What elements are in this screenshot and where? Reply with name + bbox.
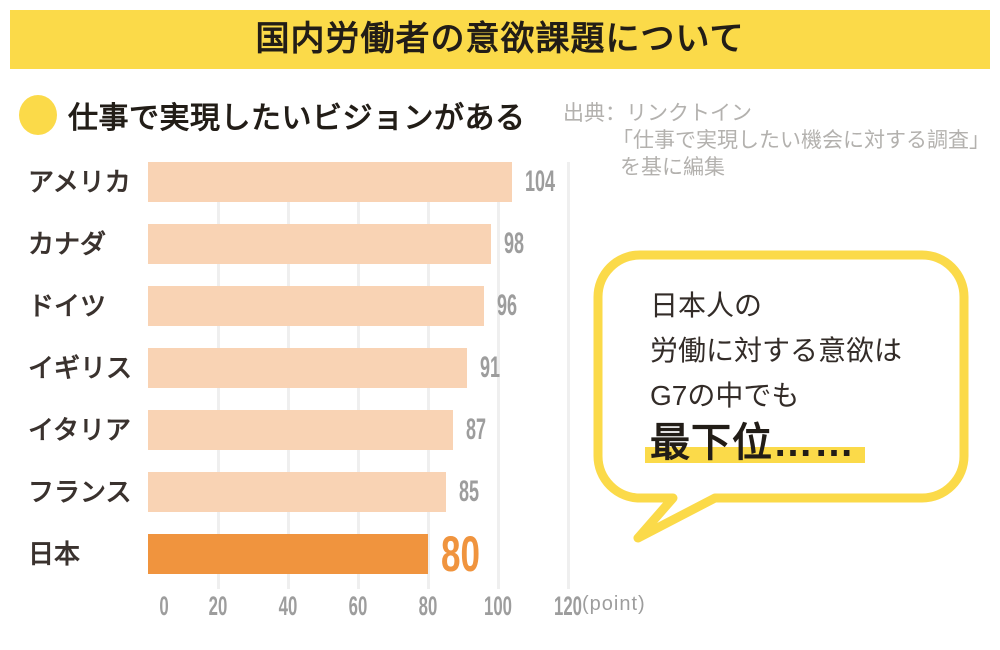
bar [148,348,467,388]
source-line: 「仕事で実現したい機会に対する調査」 [612,129,990,152]
bar-value-label: 80 [441,526,480,582]
bar-category-label: 日本 [28,539,81,569]
speech-bubble [593,250,969,543]
source-line: を基に編集 [620,156,725,179]
bar [148,224,491,264]
speech-bubble-outline [593,250,969,543]
source-note: 出典：リンクトイン 「仕事で実現したい機会に対する調査」 を基に編集 [563,100,995,181]
bar [148,286,484,326]
bubble-line: 労働に対する意欲は [650,335,903,366]
bar-value-label: 87 [465,413,486,446]
bar-category-label: フランス [28,477,132,507]
source-line: 出典：リンクトイン [563,102,752,125]
bar [148,410,453,450]
bar-value-label: 104 [525,165,556,198]
speech-bubble-text: 日本人の 労働に対する意欲は G7の中でも 最下位…… [645,283,960,466]
bar-value-label: 98 [504,227,525,260]
x-axis-tick-label: 0 [159,591,169,621]
x-axis-tick-label: 100 [484,591,512,621]
chart-legend: 仕事で実現したいビジョンがある [19,93,526,137]
gridline [496,162,500,589]
bubble-emphasis-highlighted: 最下位…… [645,420,865,466]
x-axis-tick-label: 20 [208,591,228,621]
x-axis-tick-label: 60 [348,591,368,621]
bar-japan-highlight [148,534,428,574]
gridline [566,162,570,589]
x-axis-unit-label: (point) [582,593,646,615]
bubble-line: 日本人の [650,290,763,321]
x-axis-tick-label: 40 [278,591,298,621]
bar-value-label: 91 [479,351,500,384]
bar-value-label: 96 [497,289,518,322]
bar [148,162,512,202]
legend-circle-icon [19,95,57,135]
bar [148,472,446,512]
bar-value-label: 85 [458,475,479,508]
bar-category-label: イタリア [28,415,131,445]
bar-category-label: アメリカ [28,167,131,197]
bubble-line: G7の中でも [650,380,800,411]
page-title: 国内労働者の意欲課題について [255,20,745,58]
title-banner: 国内労働者の意欲課題について [10,10,990,69]
legend-label: 仕事で実現したいビジョンがある [68,102,526,135]
bar-category-label: ドイツ [28,291,107,321]
bar-category-label: カナダ [28,229,107,259]
x-axis-tick-label: 80 [418,591,438,621]
x-axis-tick-label: 120 [554,591,582,621]
bar-category-label: イギリス [28,353,133,383]
